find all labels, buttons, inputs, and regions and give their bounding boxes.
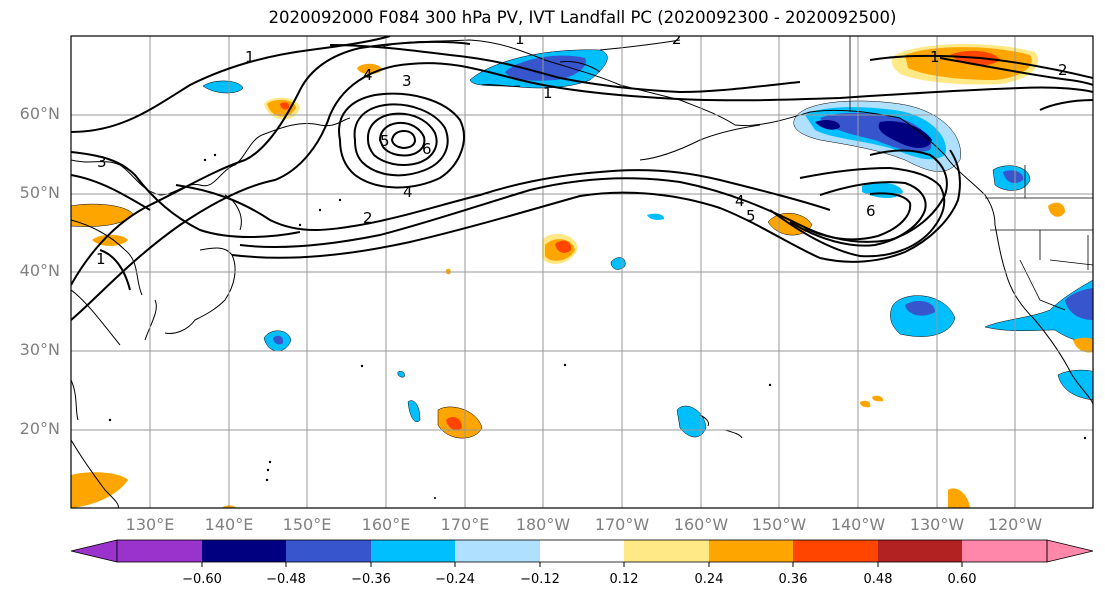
- map-title: 2020092000 F084 300 hPa PV, IVT Landfall…: [268, 8, 897, 27]
- colorbar: [70, 539, 1094, 567]
- contour-labels: 1 1 1 1 2 2 3 3 4 4 5 6 6 4 5 1 2: [96, 30, 1068, 268]
- positive-anomaly: [71, 472, 128, 508]
- contour-label: 1: [543, 84, 553, 102]
- contour-label: 1: [245, 48, 255, 66]
- contour-label: 6: [866, 202, 876, 220]
- negative-anomaly: [202, 80, 244, 94]
- negative-anomaly: [1065, 288, 1093, 320]
- positive-anomaly: [1048, 202, 1065, 217]
- negative-anomaly: [1003, 170, 1024, 184]
- colorbar-tick-label: 0.36: [778, 572, 808, 587]
- colorbar-tick-label: 0.48: [863, 572, 893, 587]
- colorbar-tick-label: −0.36: [351, 572, 391, 587]
- contour-label: 1: [96, 250, 106, 268]
- contour-label: 5: [380, 132, 390, 150]
- lon-label: 140°E: [204, 515, 254, 534]
- lon-label: 170°W: [594, 515, 650, 534]
- lon-label: 180°W: [515, 515, 571, 534]
- positive-anomaly: [860, 400, 871, 408]
- positive-anomaly: [948, 488, 970, 508]
- positive-anomaly: [280, 102, 290, 110]
- contour-label: 4: [403, 183, 413, 201]
- colorbar-tick-label: −0.24: [435, 572, 475, 587]
- lat-label: 40°N: [19, 261, 60, 280]
- lon-label: 150°E: [282, 515, 332, 534]
- contour-label: 3: [97, 153, 107, 171]
- negative-anomaly: [647, 213, 665, 220]
- positive-anomaly: [555, 240, 572, 253]
- negative-anomaly: [815, 119, 840, 130]
- contour-label: 1: [930, 48, 940, 66]
- colorbar-tick-label: 0.24: [694, 572, 724, 587]
- contour-label: 3: [402, 72, 412, 90]
- lon-label: 120°W: [987, 515, 1043, 534]
- lat-label: 50°N: [19, 183, 60, 202]
- negative-anomaly: [273, 335, 284, 345]
- contour-label: 2: [1058, 61, 1068, 79]
- negative-anomaly: [984, 279, 1093, 342]
- colorbar-extend-high: [1046, 539, 1094, 563]
- contour-label: 2: [363, 209, 373, 227]
- lon-label: 160°E: [361, 515, 411, 534]
- gridlines: [71, 36, 1093, 508]
- map-panel: 1 1 1 1 2 2 3 3 4 4 5 6 6 4 5 1 2: [71, 30, 1093, 508]
- colorbar-tick-label: −0.60: [182, 572, 222, 587]
- contour-label: 5: [746, 207, 756, 225]
- colorbar-tick-label: 0.12: [609, 572, 639, 587]
- negative-anomaly: [676, 405, 707, 438]
- negative-anomaly: [878, 121, 932, 148]
- contour-label: 1: [515, 30, 525, 48]
- lat-label: 30°N: [19, 340, 60, 359]
- positive-anomaly: [872, 395, 884, 402]
- contour-label: 6: [422, 140, 432, 158]
- lon-label: 140°W: [830, 515, 886, 534]
- shaded-anomalies: [71, 44, 1093, 508]
- borders: [849, 36, 1093, 311]
- lon-label: 130°E: [125, 515, 175, 534]
- islands: [108, 153, 1087, 499]
- lon-label: 150°W: [751, 515, 807, 534]
- contour-label: 4: [735, 192, 745, 210]
- positive-anomaly: [1073, 337, 1093, 353]
- colorbar-tick-label: 0.60: [947, 572, 977, 587]
- contour-label: 2: [672, 30, 682, 48]
- positive-anomaly: [446, 416, 462, 430]
- contour-label: 4: [363, 66, 373, 84]
- colorbar-tick-label: −0.48: [266, 572, 306, 587]
- lon-label: 130°W: [909, 515, 965, 534]
- negative-anomaly: [905, 300, 935, 316]
- lon-label: 160°W: [673, 515, 729, 534]
- lat-label: 20°N: [19, 419, 60, 438]
- colorbar-extend-low: [70, 539, 118, 563]
- negative-anomaly: [1057, 369, 1093, 401]
- lat-label: 60°N: [19, 104, 60, 123]
- negative-anomaly: [397, 371, 405, 378]
- negative-anomaly: [407, 400, 421, 423]
- lon-label: 170°E: [440, 515, 490, 534]
- colorbar-tick-label: −0.12: [520, 572, 560, 587]
- map-frame: [70, 35, 1094, 509]
- ivt-contours: [71, 36, 1093, 321]
